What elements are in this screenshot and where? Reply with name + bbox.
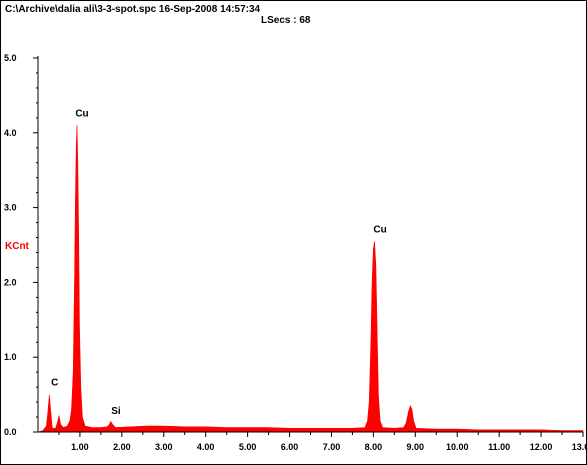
x-tick-label: 12.00 bbox=[530, 442, 553, 452]
x-tick-label: 6.00 bbox=[281, 442, 299, 452]
x-tick-label: 9.00 bbox=[407, 442, 425, 452]
x-tick-label: 7.00 bbox=[323, 442, 341, 452]
x-tick-label: 13.00 bbox=[572, 442, 586, 452]
plot-area bbox=[37, 125, 584, 433]
file-info: C:\Archive\dalia ali\3-3-spot.spc 16-Sep… bbox=[5, 4, 261, 15]
x-tick-label: 4.00 bbox=[197, 442, 215, 452]
y-tick-label: 5.0 bbox=[4, 53, 17, 63]
x-tick-label: 1.00 bbox=[71, 442, 89, 452]
peak-label-cu: Cu bbox=[373, 224, 386, 235]
peak-label-c: C bbox=[51, 378, 58, 389]
x-tick-label: 8.00 bbox=[365, 442, 383, 452]
axes: 0.0 1.0 2.0 3.0 4.0 5.0 1.00 2.00 3.00 4.00 5.00 6.… bbox=[4, 53, 586, 452]
y-tick-label: 3.0 bbox=[4, 203, 17, 213]
y-tick-label: 2.0 bbox=[4, 277, 17, 287]
y-axis-label: KCnt bbox=[5, 241, 30, 252]
x-tick-label: 10.00 bbox=[446, 442, 469, 452]
y-tick-label: 4.0 bbox=[4, 128, 17, 138]
spectrum-series-0 bbox=[37, 125, 584, 433]
x-tick-label: 2.00 bbox=[113, 442, 131, 452]
live-seconds: LSecs : 68 bbox=[261, 15, 311, 26]
peak-label-si: Si bbox=[111, 406, 121, 417]
x-tick-label: 5.00 bbox=[239, 442, 257, 452]
x-tick-label: 11.00 bbox=[488, 442, 510, 452]
peak-label-cu: Cu bbox=[75, 108, 88, 119]
x-tick-label: 3.00 bbox=[155, 442, 173, 452]
y-tick-label: 0.0 bbox=[4, 427, 17, 437]
y-tick-label: 1.0 bbox=[4, 352, 17, 362]
